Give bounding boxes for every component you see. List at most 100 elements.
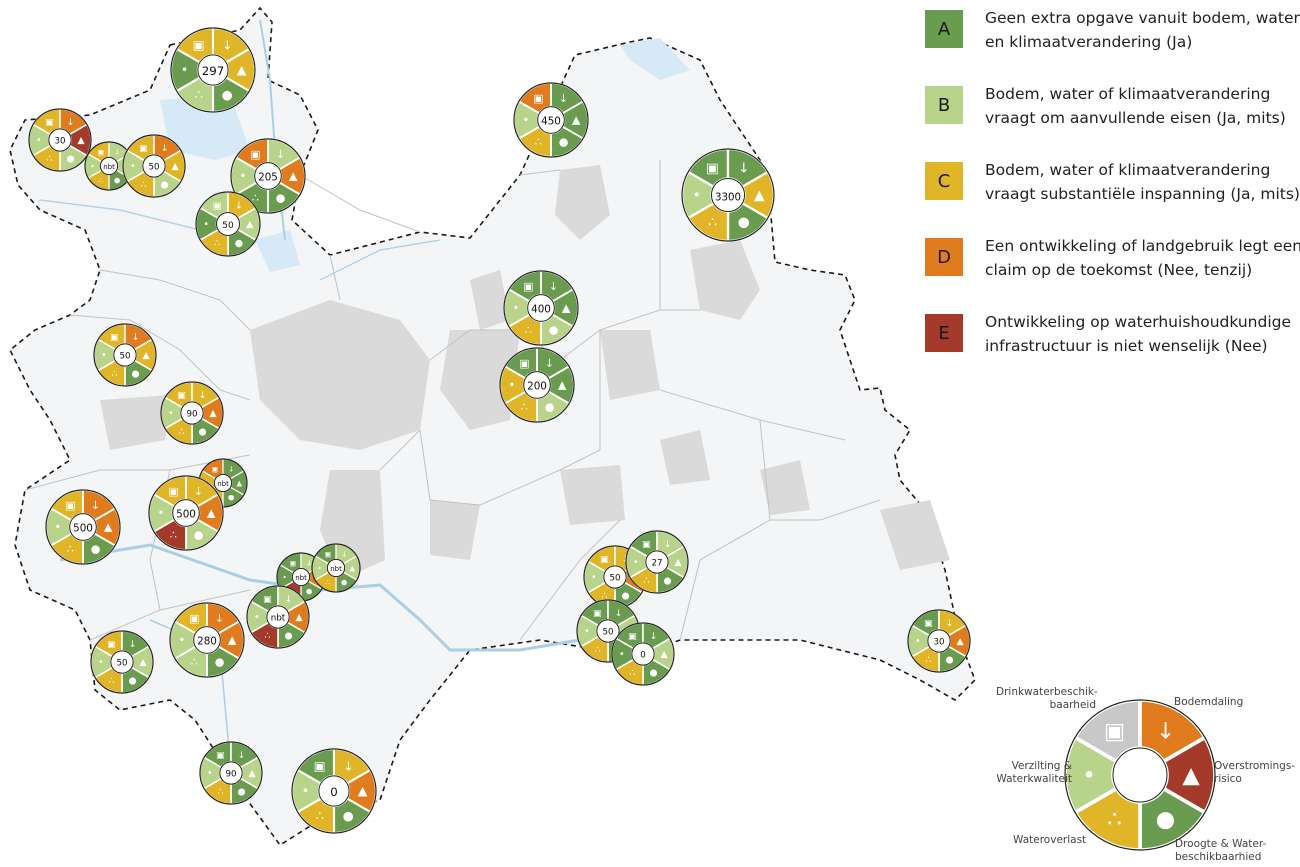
wheel-center xyxy=(180,401,204,425)
bodemdaling-icon: ↓ xyxy=(194,485,203,498)
wheel-outline xyxy=(681,148,775,242)
indicator-wheel: ▣ ↓ ▲● ∴ • 200 xyxy=(499,347,575,423)
key-label-line: Waterkwaliteit xyxy=(996,773,1072,785)
droogte-icon: ● xyxy=(160,179,168,190)
key-label-line: baarheid xyxy=(1049,699,1096,711)
wheel-outline xyxy=(90,630,154,694)
overstroming-icon: ▲ xyxy=(210,408,218,419)
droogte-icon: ● xyxy=(215,655,225,668)
verzilting-icon: • xyxy=(318,563,322,572)
bodemdaling-icon: ↓ xyxy=(228,464,234,473)
verzilting-icon: • xyxy=(207,768,212,779)
wheel-outline xyxy=(195,191,261,257)
bodemdaling-icon: ↓ xyxy=(615,608,623,619)
indicator-wheel: ▣ ↓▲ ● ∴ • 50 xyxy=(90,630,154,694)
verzilting-icon: • xyxy=(584,626,589,637)
legend-item-b: B Bodem, water of klimaatverandering vra… xyxy=(925,85,1300,130)
wateroverlast-icon: ∴ xyxy=(535,135,542,148)
basemap xyxy=(8,6,976,847)
drinkwater-icon: ▣ xyxy=(193,37,205,52)
overstroming-icon: ▲ xyxy=(172,161,180,172)
wateroverlast-icon: ∴ xyxy=(108,675,114,686)
wheel-value: 90 xyxy=(225,770,236,780)
overstroming-icon: ▲ xyxy=(249,768,257,779)
overstroming-icon: ▲ xyxy=(558,379,567,392)
droogte-icon: ● xyxy=(222,87,233,102)
overstroming-icon: ▲ xyxy=(957,636,965,647)
wheel-outline xyxy=(246,585,310,649)
legend-text-c: Bodem, water of klimaatverandering vraag… xyxy=(985,158,1300,206)
overstroming-icon: ▲ xyxy=(78,135,86,146)
key-label-bodemdaling: Bodemdaling xyxy=(1174,696,1244,708)
drinkwater-icon: ▣ xyxy=(924,618,933,629)
drinkwater-icon: ▣ xyxy=(250,148,260,161)
wateroverlast-icon: ∴ xyxy=(594,644,600,655)
key-label-line: Verzilting & xyxy=(1011,760,1072,772)
legend-text-d: Een ontwikkeling of landgebruik legt een… xyxy=(985,234,1300,282)
wateroverlast-icon: ∴ xyxy=(643,575,649,586)
key-label-line: Overstromings- xyxy=(1214,760,1296,772)
wateroverlast-icon: ∴ xyxy=(521,400,528,413)
legend-line: vraagt om aanvullende eisen (Ja, mits) xyxy=(985,109,1286,127)
wateroverlast-icon: ∴ xyxy=(629,667,635,678)
overstroming-icon: ▲ xyxy=(228,634,237,647)
overstroming-icon: ▲ xyxy=(296,612,304,623)
droogte-icon: ● xyxy=(91,542,101,555)
droogte-icon: ● xyxy=(1156,807,1176,833)
wheel-outline xyxy=(499,347,575,423)
verzilting-icon: • xyxy=(513,302,520,315)
droogte-icon: ● xyxy=(545,400,555,413)
droogte-icon: ● xyxy=(306,587,312,596)
wateroverlast-icon: ∴ xyxy=(601,590,607,601)
legend-swatch-a: A xyxy=(925,10,963,48)
bodemdaling-icon: ↓ xyxy=(238,750,246,761)
legend-line: Geen extra opgave vanuit bodem, water xyxy=(985,9,1300,27)
droogte-icon: ● xyxy=(66,153,74,164)
overstroming-icon: ▲ xyxy=(754,188,765,204)
indicator-wheel: ▣ ↓▲● ∴ • nbt xyxy=(311,543,361,593)
droogte-icon: ● xyxy=(621,590,629,601)
overstroming-icon: ▲ xyxy=(572,114,581,127)
key-label-droogte: Droogte & Water- beschikbaarhied xyxy=(1175,838,1266,864)
key-label-line: Droogte & Water- xyxy=(1175,838,1267,850)
droogte-icon: ● xyxy=(131,368,139,379)
wheel-value: 450 xyxy=(541,115,561,127)
overstroming-icon: ▲ xyxy=(661,649,669,660)
wheel-center xyxy=(1112,747,1168,803)
verzilting-icon: • xyxy=(509,379,516,392)
bodemdaling-icon: ↓ xyxy=(199,390,207,401)
indicator-wheel: ▣ ↓▲ ● ∴ • 90 xyxy=(160,381,224,445)
drinkwater-icon: ▣ xyxy=(177,390,186,401)
wheel-value: 500 xyxy=(73,522,93,534)
legend-text-b: Bodem, water of klimaatverandering vraag… xyxy=(985,82,1300,130)
wheel-value: 500 xyxy=(176,508,196,520)
wateroverlast-icon: ∴ xyxy=(217,786,223,797)
bodemdaling-icon: ↓ xyxy=(650,631,658,642)
bodemdaling-icon: ↓ xyxy=(343,758,354,773)
wheel-center xyxy=(219,761,243,785)
overstroming-icon: ▲ xyxy=(1182,763,1200,789)
indicator-wheel: ▣ ↓ ▲ ● ∴ • 297 xyxy=(170,26,256,114)
overstroming-icon: ▲ xyxy=(289,170,298,183)
wheel-center xyxy=(326,558,346,578)
bodemdaling-icon: ↓ xyxy=(341,549,347,558)
wheel-center xyxy=(318,775,350,807)
indicator-wheel: ▣ ↓ ▲ ● ∴ • 0 xyxy=(291,747,377,835)
wheel-outline xyxy=(291,748,377,834)
verzilting-icon: • xyxy=(158,507,165,520)
wheel-value: 50 xyxy=(119,352,130,362)
legend-text-a: Geen extra opgave vanuit bodem, water en… xyxy=(985,6,1300,54)
key-wheel: ▣ ↓ ▲● ∴ • xyxy=(1063,698,1217,852)
wheel-value: 50 xyxy=(602,628,613,638)
overstroming-icon: ▲ xyxy=(237,478,243,487)
legend-line: infrastructuur is niet wenselijk (Nee) xyxy=(985,337,1268,355)
drinkwater-icon: ▣ xyxy=(523,280,533,293)
drinkwater-icon: ▣ xyxy=(65,499,75,512)
drinkwater-icon: ▣ xyxy=(314,758,326,773)
wheel-center xyxy=(527,294,555,322)
wheel-outline xyxy=(199,741,263,805)
verzilting-icon: • xyxy=(98,657,103,668)
drinkwater-icon: ▣ xyxy=(139,143,148,154)
wheel-center xyxy=(110,650,134,674)
bodemdaling-icon: ↓ xyxy=(946,618,954,629)
